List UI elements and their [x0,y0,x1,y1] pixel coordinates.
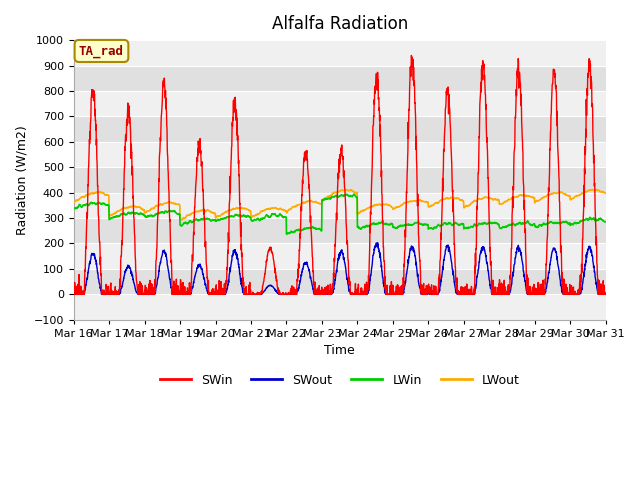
Bar [74,91,605,116]
Bar [74,116,605,142]
Y-axis label: Radiation (W/m2): Radiation (W/m2) [15,125,28,235]
Bar [74,269,605,294]
Bar [74,167,605,192]
X-axis label: Time: Time [324,344,355,357]
Bar [74,294,605,320]
Bar [74,243,605,269]
Legend: SWin, SWout, LWin, LWout: SWin, SWout, LWin, LWout [155,369,525,392]
Title: Alfalfa Radiation: Alfalfa Radiation [271,15,408,33]
Bar [74,40,605,66]
Bar [74,66,605,91]
Bar [74,218,605,243]
Bar [74,142,605,167]
Text: TA_rad: TA_rad [79,44,124,58]
Bar [74,192,605,218]
